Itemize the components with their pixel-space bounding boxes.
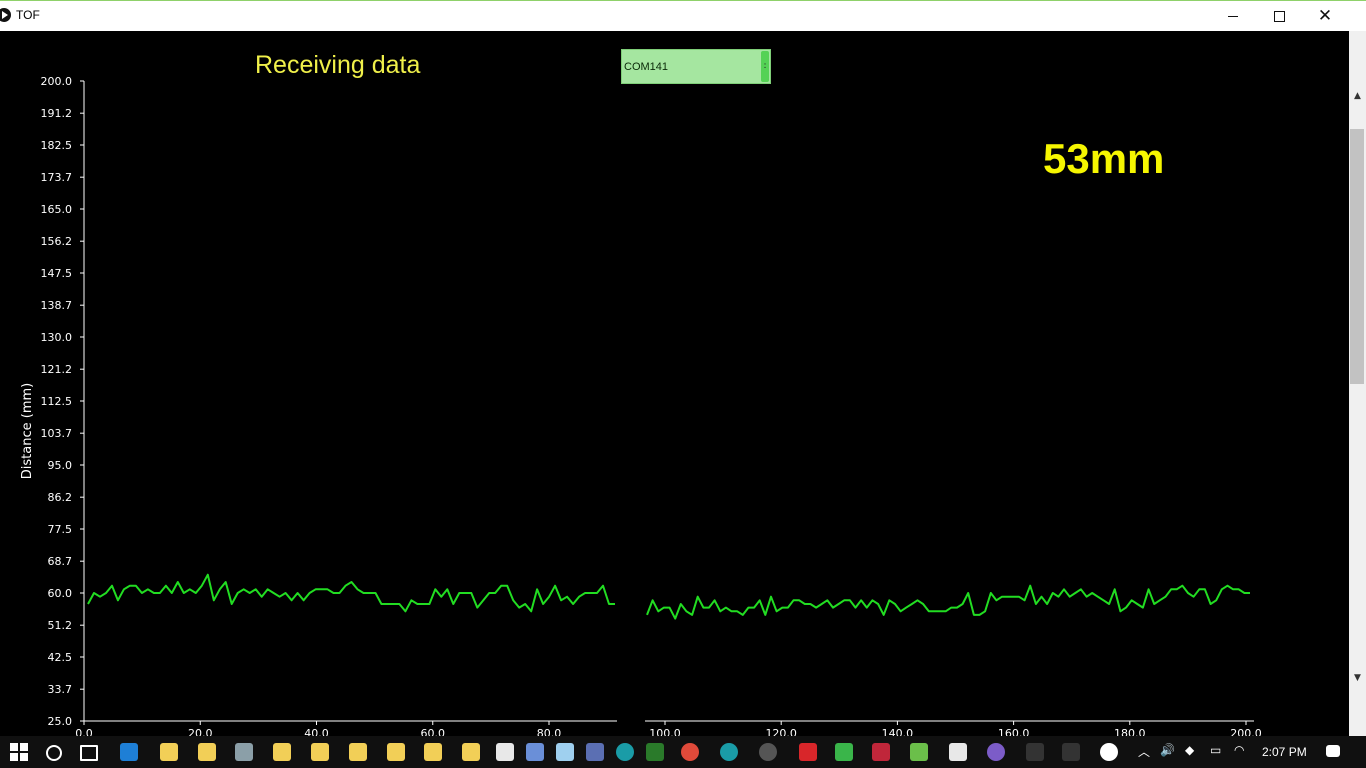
pdf-icon[interactable] bbox=[949, 743, 967, 761]
chrome-icon[interactable] bbox=[681, 743, 699, 761]
vertical-scrollbar[interactable]: ▲ ▼ bbox=[1349, 31, 1366, 736]
scroll-down-arrow-icon[interactable]: ▼ bbox=[1354, 673, 1361, 683]
x-tick-label: 80.0 bbox=[537, 727, 562, 736]
folder-icon[interactable] bbox=[198, 743, 216, 761]
distance-series-line bbox=[87, 573, 615, 613]
port-dropdown-button[interactable]: : bbox=[761, 51, 769, 82]
scroll-thumb[interactable] bbox=[1350, 129, 1364, 384]
folder-icon[interactable] bbox=[462, 743, 480, 761]
app-circle-icon[interactable] bbox=[987, 743, 1005, 761]
distance-chart: 200.0 191.2 182.5 173.7 165.0 156.2 147.5 138.7… bbox=[20, 75, 1262, 736]
minimize-button[interactable] bbox=[1210, 1, 1256, 31]
y-tick-label: 68.7 bbox=[48, 555, 73, 568]
y-tick-label: 130.0 bbox=[41, 331, 73, 344]
x-tick-label: 120.0 bbox=[765, 727, 797, 736]
distance-readout: 53mm bbox=[1043, 135, 1165, 182]
x-tick-label: 60.0 bbox=[421, 727, 446, 736]
app-icon bbox=[0, 8, 11, 22]
distance-series-line bbox=[646, 584, 1250, 620]
wifi-icon[interactable]: ◠ bbox=[1234, 743, 1245, 757]
y-tick-label: 95.0 bbox=[48, 459, 73, 472]
y-tick-label: 121.2 bbox=[41, 363, 73, 376]
maximize-button[interactable] bbox=[1256, 1, 1302, 31]
battery-icon[interactable]: ▭ bbox=[1210, 743, 1222, 757]
x-tick-label: 200.0 bbox=[1230, 727, 1262, 736]
x-tick-label: 100.0 bbox=[649, 727, 681, 736]
port-value: COM141 bbox=[624, 61, 669, 73]
y-tick-label: 25.0 bbox=[48, 715, 73, 728]
tray-expand-icon[interactable]: ︿ bbox=[1138, 745, 1151, 759]
y-tick-label: 138.7 bbox=[41, 299, 73, 312]
folder-icon[interactable] bbox=[311, 743, 329, 761]
search-circle-icon[interactable] bbox=[46, 745, 62, 761]
notepad-icon[interactable] bbox=[556, 743, 574, 761]
processing-app-icon[interactable] bbox=[1100, 743, 1118, 761]
y-tick-label: 42.5 bbox=[48, 651, 73, 664]
pcb-icon[interactable] bbox=[835, 743, 853, 761]
title-bar: TOF ✕ bbox=[0, 0, 1366, 31]
clock-time[interactable]: 2:07 PM bbox=[1262, 745, 1307, 759]
y-tick-label: 60.0 bbox=[48, 587, 73, 600]
port-selector[interactable]: COM141 : bbox=[621, 49, 771, 84]
y-tick-label: 147.5 bbox=[41, 267, 73, 280]
people-icon[interactable] bbox=[235, 743, 253, 761]
x-tick-label: 20.0 bbox=[188, 727, 213, 736]
edge-browser-icon[interactable] bbox=[120, 743, 138, 761]
taskbar: ︿ 🔊 ◆ ▭ ◠ 2:07 PM bbox=[0, 736, 1366, 768]
dropbox-icon[interactable]: ◆ bbox=[1185, 743, 1195, 757]
window-title: TOF bbox=[16, 8, 40, 22]
y-tick-label: 200.0 bbox=[41, 75, 73, 88]
folder-icon[interactable] bbox=[273, 743, 291, 761]
presentation-icon[interactable] bbox=[872, 743, 890, 761]
notification-icon[interactable] bbox=[1326, 745, 1340, 757]
maximize-icon bbox=[1273, 10, 1285, 22]
x-tick-label: 160.0 bbox=[998, 727, 1030, 736]
close-icon: ✕ bbox=[1317, 5, 1333, 26]
close-button[interactable]: ✕ bbox=[1302, 1, 1348, 31]
store-icon[interactable] bbox=[496, 743, 514, 761]
folder-icon[interactable] bbox=[349, 743, 367, 761]
flame-icon[interactable] bbox=[799, 743, 817, 761]
status-label: Receiving data bbox=[255, 51, 421, 79]
x-tick-label: 0.0 bbox=[75, 727, 93, 736]
y-axis-label: Distance (mm) bbox=[20, 383, 35, 479]
folder-icon[interactable] bbox=[160, 743, 178, 761]
y-tick-label: 112.5 bbox=[41, 395, 73, 408]
scroll-up-arrow-icon[interactable]: ▲ bbox=[1354, 91, 1361, 101]
circuit-icon[interactable] bbox=[646, 743, 664, 761]
y-tick-label: 33.7 bbox=[48, 683, 73, 696]
arduino-icon[interactable] bbox=[720, 743, 738, 761]
arduino-icon[interactable] bbox=[616, 743, 634, 761]
y-tick-label: 103.7 bbox=[41, 427, 73, 440]
magnifier-icon[interactable] bbox=[759, 743, 777, 761]
folder-icon[interactable] bbox=[424, 743, 442, 761]
network-tool-icon[interactable] bbox=[526, 743, 544, 761]
app-p-icon[interactable] bbox=[1062, 743, 1080, 761]
y-tick-label: 51.2 bbox=[48, 619, 73, 632]
minimize-icon bbox=[1228, 15, 1238, 17]
volume-icon[interactable]: 🔊 bbox=[1160, 743, 1175, 757]
y-tick-label: 77.5 bbox=[48, 523, 73, 536]
x-tick-label: 140.0 bbox=[882, 727, 914, 736]
save-disk-icon[interactable] bbox=[586, 743, 604, 761]
y-tick-label: 173.7 bbox=[41, 171, 73, 184]
y-tick-label: 182.5 bbox=[41, 139, 73, 152]
task-view-icon[interactable] bbox=[80, 745, 98, 761]
y-tick-label: 165.0 bbox=[41, 203, 73, 216]
y-tick-label: 191.2 bbox=[41, 107, 73, 120]
y-tick-label: 86.2 bbox=[48, 491, 73, 504]
y-tick-label: 156.2 bbox=[41, 235, 73, 248]
edit-document-icon[interactable] bbox=[910, 743, 928, 761]
windows-start-icon[interactable] bbox=[10, 743, 28, 761]
app-p-icon[interactable] bbox=[1026, 743, 1044, 761]
x-tick-label: 40.0 bbox=[304, 727, 329, 736]
x-tick-label: 180.0 bbox=[1114, 727, 1146, 736]
folder-icon[interactable] bbox=[387, 743, 405, 761]
